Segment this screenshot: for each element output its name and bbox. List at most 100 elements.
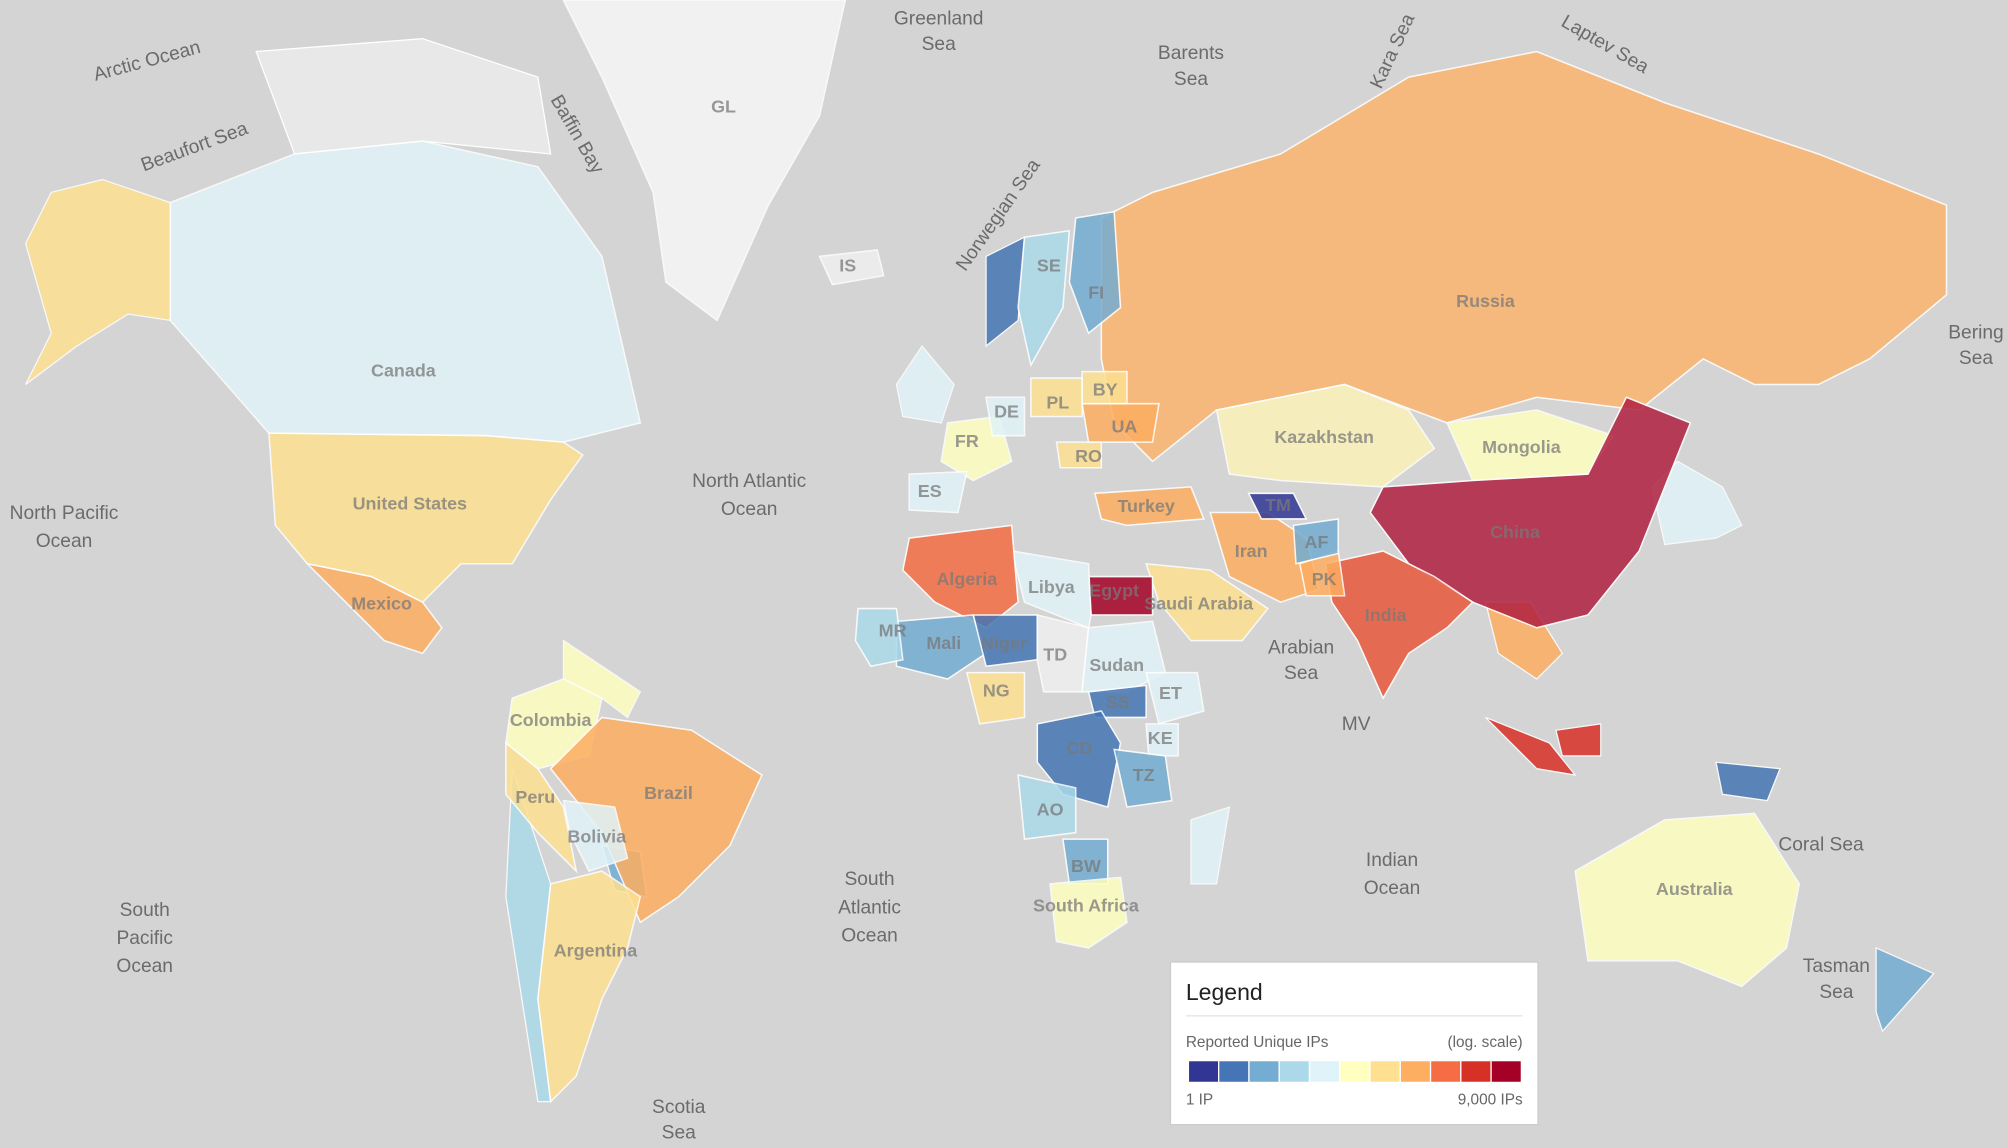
sea-label: MV xyxy=(1342,714,1371,735)
legend-scale xyxy=(1187,1059,1523,1084)
country-shape xyxy=(1081,402,1160,443)
country-label: Mongolia xyxy=(1482,437,1562,457)
sea-label: Tasman xyxy=(1803,956,1870,977)
country-label: ES xyxy=(918,481,942,501)
country-label: BW xyxy=(1071,856,1101,876)
legend-swatch xyxy=(1460,1059,1492,1084)
legend-swatch xyxy=(1218,1059,1250,1084)
country-shape xyxy=(1113,748,1173,808)
country-shape xyxy=(562,799,629,873)
country-label: Colombia xyxy=(510,710,593,730)
country-shape xyxy=(1081,620,1167,693)
legend-swatch xyxy=(1278,1059,1311,1084)
sea-label: Sea xyxy=(1819,982,1853,1003)
country-shape xyxy=(1030,377,1083,418)
legend-swatch xyxy=(1308,1059,1341,1084)
legend-box xyxy=(1169,961,1539,1126)
sea-label: Ocean xyxy=(116,956,173,977)
country-label: Libya xyxy=(1028,577,1076,597)
country-shape xyxy=(305,562,443,655)
legend-swatch xyxy=(1369,1059,1401,1084)
country-shape xyxy=(1145,723,1179,757)
country-label: Peru xyxy=(515,787,555,807)
legend-metric: Reported Unique IPs xyxy=(1186,1034,1329,1051)
country-label: DE xyxy=(994,401,1019,421)
sea-label: Ocean xyxy=(721,499,778,520)
country-label: Argentina xyxy=(554,941,639,961)
country-label: China xyxy=(1490,522,1541,542)
sea-label: North Pacific xyxy=(10,503,119,524)
sea-label: Pacific xyxy=(116,928,173,949)
sea-label: Sea xyxy=(922,34,956,55)
country-shape xyxy=(1087,684,1147,719)
legend-swatch xyxy=(1399,1059,1432,1084)
country-shape xyxy=(505,741,578,874)
country-shape xyxy=(1036,613,1090,693)
legend-swatch xyxy=(1339,1059,1371,1084)
country-label: GL xyxy=(711,97,736,117)
country-label: Saudi Arabia xyxy=(1144,593,1254,613)
country-shape xyxy=(1036,710,1122,809)
legend: Legend Reported Unique IPs (log. scale) … xyxy=(1169,961,1539,1126)
country-shape xyxy=(268,432,584,604)
country-label: FI xyxy=(1088,282,1104,302)
country-labels: Canada United States Mexico GL Colombia Brazi… xyxy=(351,97,1733,961)
country-label: SS xyxy=(1106,692,1130,712)
country-label: BY xyxy=(1093,380,1118,400)
country-shape xyxy=(1100,50,1948,463)
sea-label: Sea xyxy=(1959,348,1993,369)
country-shape xyxy=(1017,774,1077,840)
country-label: Mali xyxy=(926,633,961,653)
country-label: PK xyxy=(1312,569,1337,589)
legend-max: 9,000 IPs xyxy=(1458,1091,1523,1108)
sea-label: Ocean xyxy=(36,531,93,552)
country-shape xyxy=(1215,383,1436,488)
country-shape xyxy=(1049,876,1128,949)
country-shape xyxy=(965,671,1026,725)
country-shape xyxy=(1068,210,1122,335)
country-label: UA xyxy=(1111,417,1137,437)
country-shape xyxy=(1145,562,1269,642)
country-label: Australia xyxy=(1656,879,1734,899)
country-shape xyxy=(908,470,968,514)
country-shape xyxy=(985,396,1026,437)
country-label: RO xyxy=(1075,446,1102,466)
country-shape xyxy=(1093,486,1205,527)
country-label: Bolivia xyxy=(567,827,627,847)
sea-label: Sea xyxy=(662,1123,696,1144)
legend-swatch xyxy=(1187,1059,1220,1084)
sea-label: Atlantic xyxy=(838,897,901,918)
country-label: PL xyxy=(1046,392,1069,412)
country-label: Iran xyxy=(1235,541,1268,561)
country-shape xyxy=(1574,812,1801,988)
legend-scale-note: (log. scale) xyxy=(1448,1034,1523,1051)
sea-label: Coral Sea xyxy=(1778,835,1864,856)
legend-swatch xyxy=(1429,1059,1462,1084)
country-shape xyxy=(537,870,642,1104)
country-shape xyxy=(1247,492,1308,520)
country-label: Algeria xyxy=(937,569,999,589)
country-shape xyxy=(1017,229,1071,368)
sea-label: Indian xyxy=(1366,850,1418,871)
country-label: Canada xyxy=(371,360,437,380)
country-shape xyxy=(562,0,847,322)
sea-label: North Atlantic xyxy=(692,471,807,492)
country-label: KE xyxy=(1148,728,1173,748)
country-label: AF xyxy=(1305,532,1329,552)
country-shape xyxy=(1292,518,1340,565)
country-label: South Africa xyxy=(1033,896,1140,916)
legend-title: Legend xyxy=(1186,979,1263,1005)
country-shape xyxy=(1081,370,1128,405)
country-shape xyxy=(818,249,885,286)
sea-label: Ocean xyxy=(1364,878,1421,899)
country-label: Brazil xyxy=(644,783,693,803)
sea-label: Scotia xyxy=(652,1097,706,1118)
sea-label: Ocean xyxy=(841,925,898,946)
sea-label: Barents xyxy=(1158,43,1224,64)
country-shape xyxy=(1145,671,1205,725)
country-label: ET xyxy=(1159,683,1182,703)
country-label: AO xyxy=(1037,800,1064,820)
sea-label: South xyxy=(844,869,894,890)
